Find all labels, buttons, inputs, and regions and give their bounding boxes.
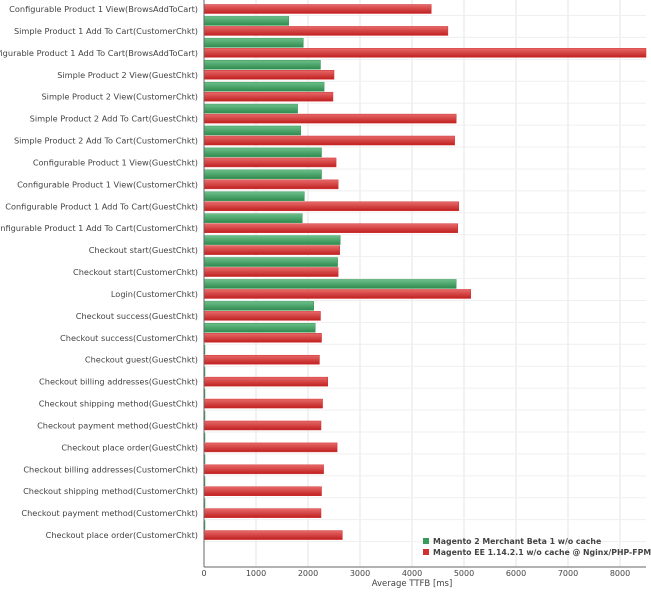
bar-series-1	[203, 464, 324, 475]
bar-series-0	[203, 191, 305, 202]
bar-series-1	[203, 376, 329, 387]
legend-label-series-0: Magento 2 Merchant Beta 1 w/o cache	[433, 537, 601, 546]
bar-series-1	[203, 442, 338, 453]
bar-series-1	[203, 398, 323, 409]
x-axis-title: Average TTFB [ms]	[372, 579, 453, 589]
category-label: Checkout success(CustomerChkt)	[60, 333, 198, 343]
category-label: Checkout start(CustomerChkt)	[73, 267, 198, 277]
category-label: Simple Product 2 View(GuestChkt)	[57, 70, 198, 80]
bar-series-1	[203, 70, 335, 80]
category-label: Configurable Product 1 View(CustomerChkt…	[17, 179, 198, 189]
category-label: Checkout shipping method(CustomerChkt)	[23, 486, 198, 496]
bar-series-1	[203, 289, 472, 299]
x-tick-label: 5000	[454, 569, 474, 578]
bar-series-1	[203, 135, 455, 146]
category-label: Simple Product 1 Add To Cart(CustomerChk…	[14, 26, 198, 36]
category-label: Checkout payment method(GuestChkt)	[37, 420, 198, 430]
category-label: Configurable Product 1 Add To Cart(Custo…	[0, 223, 198, 233]
bar-series-1	[203, 179, 339, 190]
x-tick-label: 3000	[350, 569, 370, 578]
bar-series-0	[203, 323, 316, 333]
bar-series-1	[203, 201, 460, 212]
category-label: Checkout shipping method(GuestChkt)	[39, 399, 198, 409]
bar-series-0	[203, 60, 321, 70]
category-label: Configurable Product 1 Add To Cart(Brows…	[0, 48, 198, 58]
category-label: Checkout place order(CustomerChkt)	[46, 530, 198, 540]
x-tick-label: 7000	[558, 569, 578, 578]
category-label: Checkout success(GuestChkt)	[76, 311, 198, 321]
bar-series-1	[203, 486, 322, 496]
x-tick-label: 4000	[402, 569, 422, 578]
bar-series-1	[203, 223, 459, 233]
bar-series-1	[203, 333, 322, 343]
bar-series-1	[203, 26, 449, 36]
category-label: Simple Product 2 Add To Cart(GuestChkt)	[30, 114, 198, 124]
legend: Magento 2 Merchant Beta 1 w/o cache Mage…	[423, 537, 651, 557]
bar-series-1	[203, 420, 322, 431]
bar-series-0	[203, 235, 341, 245]
legend-label-series-1: Magento EE 1.14.2.1 w/o cache @ Nginx/PH…	[433, 548, 651, 557]
category-label: Login(CustomerChkt)	[111, 289, 198, 299]
bar-series-0	[203, 81, 325, 92]
x-tick-label: 0	[201, 569, 206, 578]
bar-series-0	[203, 279, 457, 289]
x-tick-label: 2000	[298, 569, 318, 578]
bar-series-1	[203, 245, 340, 255]
bar-series-1	[203, 4, 432, 14]
category-label: Configurable Product 1 View(BrowsAddToCa…	[9, 4, 198, 14]
x-tick-label: 1000	[246, 569, 266, 578]
x-tick-label: 8000	[610, 569, 630, 578]
bar-series-0	[203, 103, 298, 114]
category-label: Configurable Product 1 View(GuestChkt)	[33, 157, 198, 167]
bar-series-1	[203, 91, 334, 102]
category-label: Checkout payment method(CustomerChkt)	[21, 508, 198, 518]
bar-series-1	[203, 113, 457, 124]
category-label: Checkout guest(GuestChkt)	[85, 355, 198, 365]
bar-series-0	[203, 38, 304, 48]
bar-series-0	[203, 301, 314, 311]
bar-series-1	[203, 48, 647, 58]
category-label: Checkout place order(GuestChkt)	[61, 442, 198, 452]
legend-swatch-series-1	[423, 549, 429, 555]
bar-series-0	[203, 147, 322, 158]
bar-series-1	[203, 157, 337, 168]
category-label: Checkout billing addresses(GuestChkt)	[39, 377, 198, 387]
bar-series-0	[203, 16, 290, 26]
category-label: Checkout start(GuestChkt)	[89, 245, 198, 255]
category-label: Checkout billing addresses(CustomerChkt)	[23, 464, 198, 474]
bar-series-0	[203, 213, 303, 223]
bar-series-0	[203, 169, 322, 180]
bar-series-1	[203, 354, 320, 365]
bar-series-0	[203, 257, 338, 267]
category-label: Configurable Product 1 Add To Cart(Guest…	[5, 201, 198, 211]
bar-series-1	[203, 530, 343, 540]
bar-series-1	[203, 311, 321, 321]
legend-swatch-series-0	[423, 538, 429, 544]
bar-series-1	[203, 267, 339, 277]
x-tick-label: 6000	[506, 569, 526, 578]
category-label: Simple Product 2 Add To Cart(CustomerChk…	[14, 136, 198, 146]
category-label: Simple Product 2 View(CustomerChkt)	[41, 92, 198, 102]
bar-series-0	[203, 125, 301, 136]
bar-series-1	[203, 508, 322, 518]
